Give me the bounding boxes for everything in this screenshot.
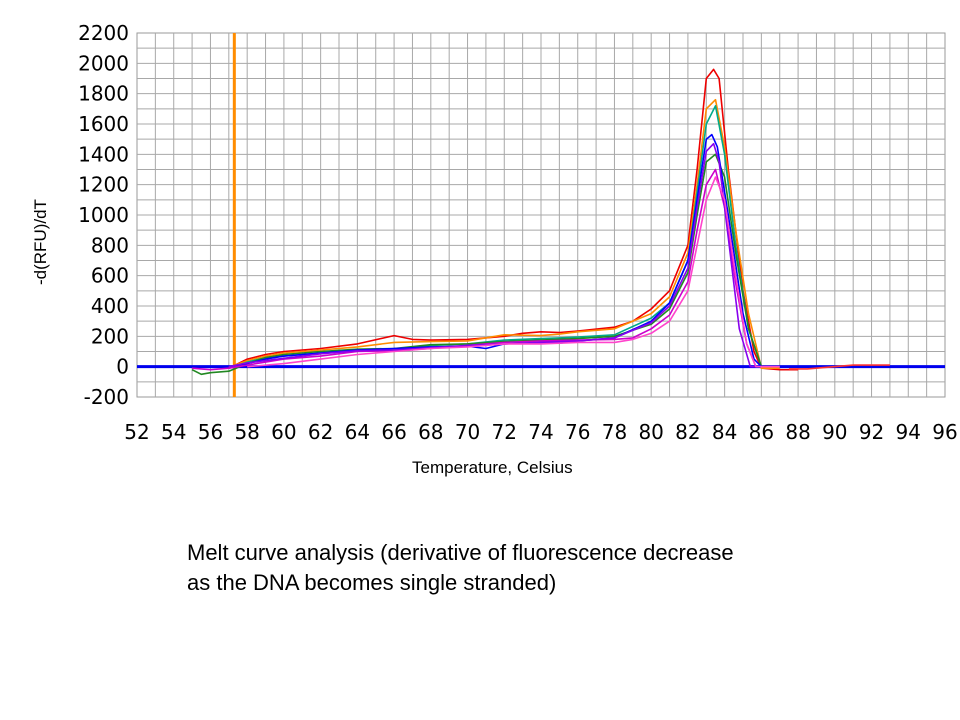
- series-line: [247, 176, 780, 368]
- y-tick-label: 600: [91, 264, 129, 288]
- x-tick-label: 58: [234, 420, 259, 444]
- y-tick-label: 800: [91, 233, 129, 257]
- x-tick-label: 76: [565, 420, 590, 444]
- x-axis-label: Temperature, Celsius: [412, 458, 573, 477]
- caption-line-1: Melt curve analysis (derivative of fluor…: [187, 540, 734, 565]
- x-tick-label: 62: [308, 420, 333, 444]
- y-tick-label: 200: [91, 324, 129, 348]
- x-tick-label: 52: [124, 420, 149, 444]
- y-tick-label: 1600: [78, 112, 129, 136]
- y-axis-label: -d(RFU)/dT: [31, 199, 50, 285]
- y-tick-label: 1000: [78, 203, 129, 227]
- x-tick-label: 72: [492, 420, 517, 444]
- x-tick-label: 80: [638, 420, 663, 444]
- x-tick-label: 90: [822, 420, 847, 444]
- x-tick-label: 64: [345, 420, 370, 444]
- x-tick-label: 86: [749, 420, 774, 444]
- x-tick-label: 88: [785, 420, 810, 444]
- x-tick-label: 74: [528, 420, 553, 444]
- y-tick-label: 2200: [78, 21, 129, 45]
- y-tick-label: -200: [84, 385, 129, 409]
- y-axis-ticks: -200 0 200 400 600 800 1000 1200 1400 1600 1800 200…: [78, 21, 129, 409]
- series-group: [191, 68, 890, 376]
- caption: Melt curve analysis (derivative of fluor…: [187, 538, 887, 598]
- y-tick-label: 1200: [78, 173, 129, 197]
- caption-line-2: as the DNA becomes single stranded): [187, 570, 557, 595]
- x-tick-label: 96: [932, 420, 957, 444]
- series-line: [788, 364, 890, 370]
- y-tick-label: 1400: [78, 142, 129, 166]
- x-tick-label: 82: [675, 420, 700, 444]
- x-tick-label: 60: [271, 420, 296, 444]
- y-tick-label: 400: [91, 294, 129, 318]
- grid: [137, 33, 945, 397]
- x-tick-label: 92: [859, 420, 884, 444]
- y-tick-label: 2000: [78, 51, 129, 75]
- x-tick-label: 94: [896, 420, 921, 444]
- y-tick-label: 1800: [78, 82, 129, 106]
- x-tick-label: 78: [602, 420, 627, 444]
- x-tick-label: 56: [198, 420, 223, 444]
- y-tick-label: 0: [116, 355, 129, 379]
- x-tick-label: 70: [455, 420, 480, 444]
- series-line: [228, 142, 780, 368]
- x-tick-label: 84: [712, 420, 737, 444]
- x-tick-label: 54: [161, 420, 186, 444]
- x-tick-label: 66: [381, 420, 406, 444]
- x-axis-ticks: 52 54 56 58 60 62 64 66 68 70 72 74 76 78 80 82 84 86 88 90…: [124, 420, 957, 444]
- series-line: [228, 98, 780, 369]
- x-tick-label: 68: [418, 420, 443, 444]
